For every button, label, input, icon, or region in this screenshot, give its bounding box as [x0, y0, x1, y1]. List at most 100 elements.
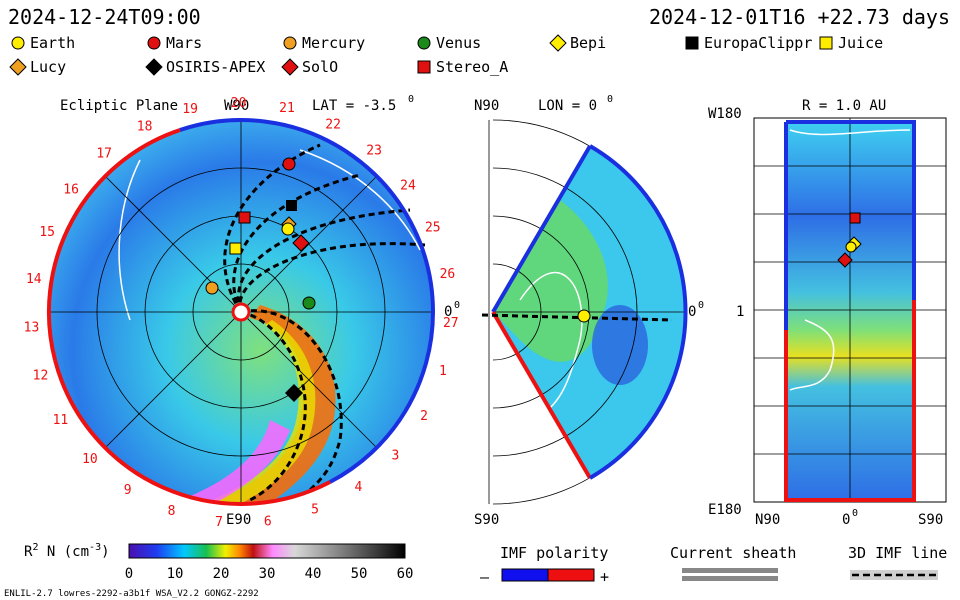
- ecliptic-right-label: 0: [444, 304, 452, 320]
- rotation-label-14: 14: [26, 272, 42, 287]
- radial-rim-positive: [786, 120, 916, 300]
- rotation-label-9: 9: [124, 483, 132, 498]
- rotation-label-5: 5: [311, 503, 319, 518]
- ecliptic-lat-degree: 0: [408, 94, 414, 105]
- ecliptic-lat: LAT = -3.5: [312, 98, 396, 114]
- colorbar-ticks: 0 10 20 30 40 50 60: [125, 566, 414, 582]
- meridional-sheath: [519, 272, 583, 421]
- ecliptic-bottom-label: E90: [226, 512, 251, 528]
- radial-axis-degree: 0: [852, 508, 858, 519]
- ecliptic-rim-negative-2: [53, 359, 331, 506]
- footer-model-info: ENLIL-2.7 lowres-2292-a3b1f WSA_V2.2 GON…: [4, 589, 259, 599]
- legend-label-solo: SolO: [302, 58, 338, 76]
- legend-marker-europaclippr: [685, 36, 699, 50]
- cme-density-core: [170, 305, 336, 504]
- radial-solo-marker: [837, 252, 853, 268]
- imf-plus-label: +: [600, 568, 609, 586]
- rotation-label-1: 1: [439, 364, 447, 379]
- venus-marker: [302, 296, 316, 310]
- colorbar-tick-30: 30: [259, 566, 276, 582]
- legend: Earth Mars Mercury Venus Bepi EuropaClippr Jui…: [9, 34, 883, 76]
- imf-positive-swatch: [547, 568, 595, 582]
- rotation-label-20: 20: [231, 96, 247, 111]
- meridional-imf-line: [481, 313, 673, 322]
- rotation-label-25: 25: [425, 221, 441, 236]
- rotation-label-3: 3: [391, 448, 399, 463]
- rotation-label-17: 17: [96, 147, 112, 162]
- ecliptic-features: [118, 149, 421, 504]
- legend-marker-mars: [147, 36, 161, 50]
- radial-rim-negative: [784, 300, 916, 502]
- legend-label-earth: Earth: [30, 34, 75, 52]
- legend-label-bepi: Bepi: [570, 34, 606, 52]
- legend-label-venus: Venus: [436, 34, 481, 52]
- rotation-label-27: 27: [443, 316, 459, 331]
- rotation-label-16: 16: [63, 183, 79, 198]
- legend-marker-bepi: [549, 34, 567, 52]
- legend-marker-venus: [417, 36, 431, 50]
- date-left: 2024-12-24T09:00: [8, 5, 201, 29]
- stereo-a-marker: [238, 211, 251, 224]
- radial-sheath: [789, 129, 911, 391]
- ecliptic-top-label: W90: [224, 98, 249, 114]
- meridional-green-region: [493, 200, 608, 362]
- meridional-bottom-label: S90: [474, 512, 499, 528]
- legend-marker-mercury: [283, 36, 297, 50]
- ecliptic-rim-negative: [46, 128, 181, 361]
- legend-label-europaclippr: EuropaClippr: [704, 34, 812, 52]
- legend-marker-juice: [819, 36, 833, 50]
- radial-top-left: W180: [708, 106, 742, 122]
- meridional-edge-north: [491, 144, 592, 314]
- imf-minus-label: –: [480, 568, 490, 586]
- ecliptic-panel: Ecliptic Plane LAT = -3.5 0 W90 E90 0 0: [24, 94, 460, 530]
- current-sheath-line-2: [299, 149, 421, 251]
- rotation-label-24: 24: [400, 179, 416, 194]
- current-sheath-swatch-2: [682, 576, 778, 581]
- solo-marker: [292, 234, 310, 252]
- imf-3d-swatch-bg: [850, 570, 938, 580]
- rotation-label-8: 8: [168, 504, 176, 519]
- current-sheath-swatch-1: [682, 568, 778, 573]
- rotation-label-10: 10: [82, 452, 98, 467]
- meridional-top-label: N90: [474, 98, 499, 114]
- radial-axis-s90: S90: [918, 512, 943, 528]
- meridional-panel: N90 LON = 0 0 S90 0 0: [474, 94, 704, 528]
- rotation-label-22: 22: [325, 117, 341, 132]
- current-sheath-legend: Current sheath: [670, 544, 796, 581]
- rotation-label-11: 11: [53, 413, 69, 428]
- radial-stereo-a-marker: [849, 212, 861, 224]
- osiris-apex-marker: [285, 384, 303, 402]
- radial-bottom-left: E180: [708, 502, 742, 518]
- colorbar-gradient: [128, 543, 406, 559]
- rotation-label-6: 6: [264, 514, 272, 529]
- colorbar-tick-50: 50: [351, 566, 368, 582]
- imf-3d-legend: 3D IMF line: [848, 544, 947, 580]
- imf-polarity-legend: IMF polarity – +: [480, 544, 609, 586]
- rotation-label-12: 12: [33, 369, 49, 384]
- legend-label-osiris-apex: OSIRIS-APEX: [166, 58, 265, 76]
- rotation-label-19: 19: [182, 102, 198, 117]
- rotation-label-2: 2: [420, 409, 428, 424]
- legend-marker-solo: [281, 58, 299, 76]
- legend-marker-lucy: [9, 58, 27, 76]
- legend-marker-stereo-a: [417, 60, 431, 74]
- current-sheath-title: Current sheath: [670, 544, 796, 562]
- colorbar-tick-10: 10: [167, 566, 184, 582]
- legend-label-mercury: Mercury: [302, 34, 365, 52]
- density-colorbar: R2 N (cm-3) 0 10 20 30 40 50 60: [24, 542, 413, 582]
- colorbar-tick-60: 60: [397, 566, 414, 582]
- radial-axis-zero: 0: [842, 512, 850, 528]
- radial-mid-left: 1: [736, 304, 744, 320]
- meridional-right-degree: 0: [698, 300, 704, 311]
- sun-marker: [231, 302, 251, 322]
- radial-axis-n90: N90: [755, 512, 780, 528]
- cme-density-mid: [175, 320, 316, 504]
- radial-earth-marker: [845, 241, 857, 253]
- colorbar-tick-20: 20: [213, 566, 230, 582]
- rotation-label-4: 4: [354, 480, 362, 495]
- rotation-label-23: 23: [366, 144, 382, 159]
- imf-3d-title: 3D IMF line: [848, 544, 947, 562]
- meridional-lon: LON = 0: [538, 98, 597, 114]
- colorbar-tick-40: 40: [305, 566, 322, 582]
